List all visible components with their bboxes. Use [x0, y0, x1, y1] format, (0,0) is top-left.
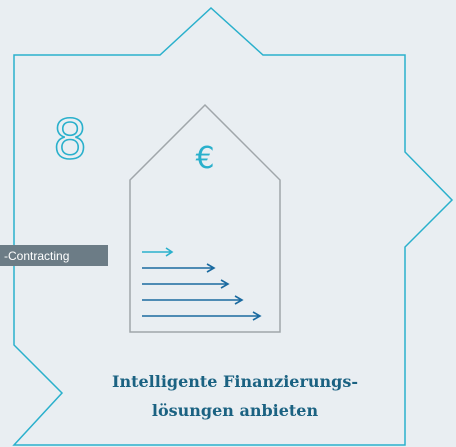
- arrow: [142, 263, 216, 273]
- arrow: [142, 279, 230, 289]
- caption-line: Intelligente Finanzierungs-: [112, 372, 358, 391]
- step-number: 8: [53, 108, 87, 171]
- arrow: [142, 247, 174, 257]
- house-outline: [129, 103, 281, 333]
- currency-symbol: €: [195, 141, 214, 176]
- tag-label: -Contracting: [4, 249, 69, 263]
- arrow: [142, 295, 244, 305]
- arrow: [142, 311, 262, 321]
- tag-box: [0, 245, 108, 266]
- frame-outline: [12, 6, 454, 446]
- arrows: [142, 247, 262, 321]
- caption-line: lösungen anbieten: [152, 401, 319, 420]
